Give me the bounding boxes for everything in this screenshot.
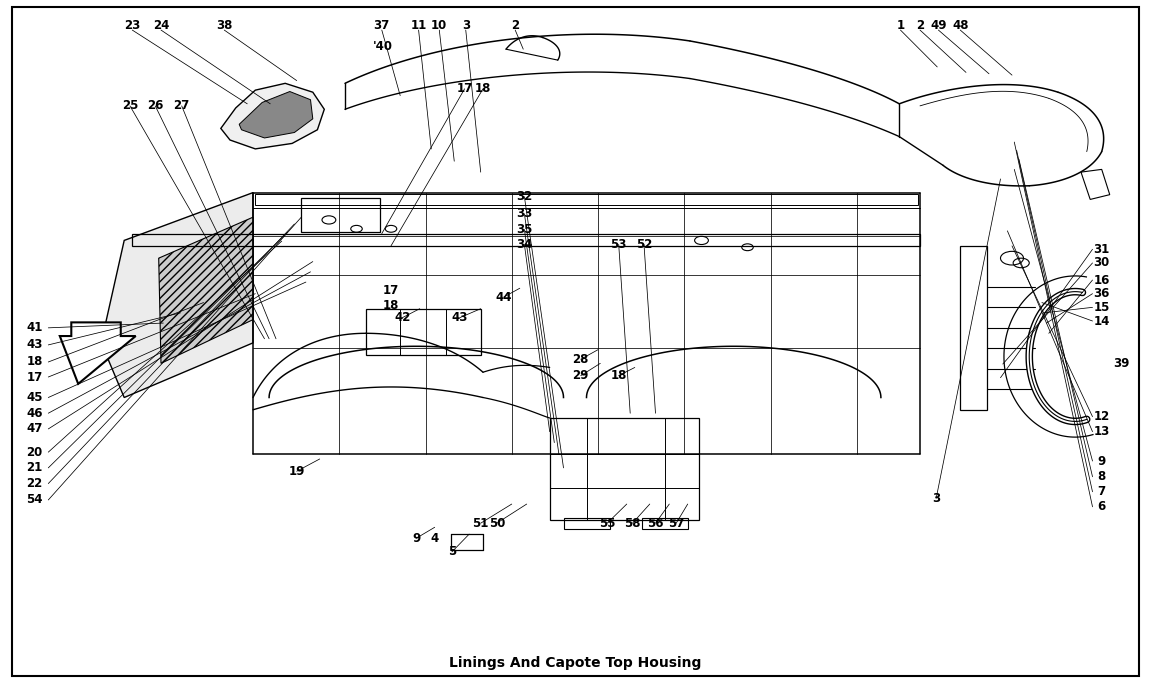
Text: 56: 56 [647,516,664,530]
Text: 6: 6 [1097,500,1106,514]
Text: 55: 55 [599,516,615,530]
Text: 44: 44 [496,290,512,304]
Text: 43: 43 [452,311,468,324]
Text: 9: 9 [1097,454,1106,468]
Text: 16: 16 [1094,273,1110,287]
Text: 58: 58 [624,516,641,530]
Text: 57: 57 [668,516,684,530]
Text: 28: 28 [573,352,589,366]
Polygon shape [60,322,136,384]
Text: 30: 30 [1094,256,1110,270]
Text: 14: 14 [1094,314,1110,328]
Text: 3: 3 [932,492,941,505]
Text: 18: 18 [383,299,399,313]
Text: 33: 33 [516,207,532,221]
Text: 18: 18 [26,355,43,369]
Text: 34: 34 [516,238,532,251]
Text: Linings And Capote Top Housing: Linings And Capote Top Housing [448,656,702,669]
Text: 36: 36 [1094,287,1110,301]
Text: 12: 12 [1094,410,1110,423]
Text: 1: 1 [896,19,905,33]
Text: 4: 4 [430,531,439,545]
Text: 8: 8 [1097,470,1106,484]
Text: 39: 39 [1113,357,1129,370]
Text: 51: 51 [473,516,489,530]
Text: 13: 13 [1094,425,1110,438]
Text: 18: 18 [611,369,627,382]
Text: 45: 45 [26,391,43,404]
Polygon shape [159,217,253,363]
Polygon shape [239,92,313,138]
Text: 24: 24 [153,19,169,33]
Text: 17: 17 [457,82,473,96]
Text: 2: 2 [511,19,520,33]
Text: '40: '40 [373,40,393,53]
Text: 25: 25 [122,99,138,113]
Text: 5: 5 [447,545,457,559]
Bar [301,198,380,232]
Text: 20: 20 [26,445,43,459]
Text: 50: 50 [489,516,505,530]
Text: 35: 35 [516,223,532,236]
Text: 32: 32 [516,190,532,204]
Text: 52: 52 [636,238,652,251]
Text: 23: 23 [124,19,140,33]
Text: 53: 53 [611,238,627,251]
Text: 26: 26 [147,99,163,113]
Text: 31: 31 [1094,242,1110,256]
Text: 27: 27 [174,99,190,113]
Text: 48: 48 [952,19,968,33]
Text: 19: 19 [289,464,305,478]
Text: 18: 18 [475,82,491,96]
Text: 43: 43 [26,338,43,352]
Text: 29: 29 [573,369,589,382]
Text: 7: 7 [1097,485,1106,499]
Text: 46: 46 [26,406,43,420]
Text: 15: 15 [1094,301,1110,314]
Text: 37: 37 [374,19,390,33]
Text: 17: 17 [383,283,399,297]
Text: 10: 10 [431,19,447,33]
Text: 54: 54 [26,493,43,507]
Text: 9: 9 [412,531,421,545]
Text: 38: 38 [216,19,232,33]
Text: 11: 11 [411,19,427,33]
Text: 49: 49 [930,19,946,33]
Text: 47: 47 [26,422,43,436]
Text: 22: 22 [26,477,43,490]
Polygon shape [101,193,253,398]
Polygon shape [221,83,324,149]
Text: 41: 41 [26,321,43,335]
Text: 21: 21 [26,461,43,475]
Text: 42: 42 [394,311,411,324]
Text: 3: 3 [461,19,470,33]
Text: 2: 2 [915,19,925,33]
Text: 17: 17 [26,370,43,384]
